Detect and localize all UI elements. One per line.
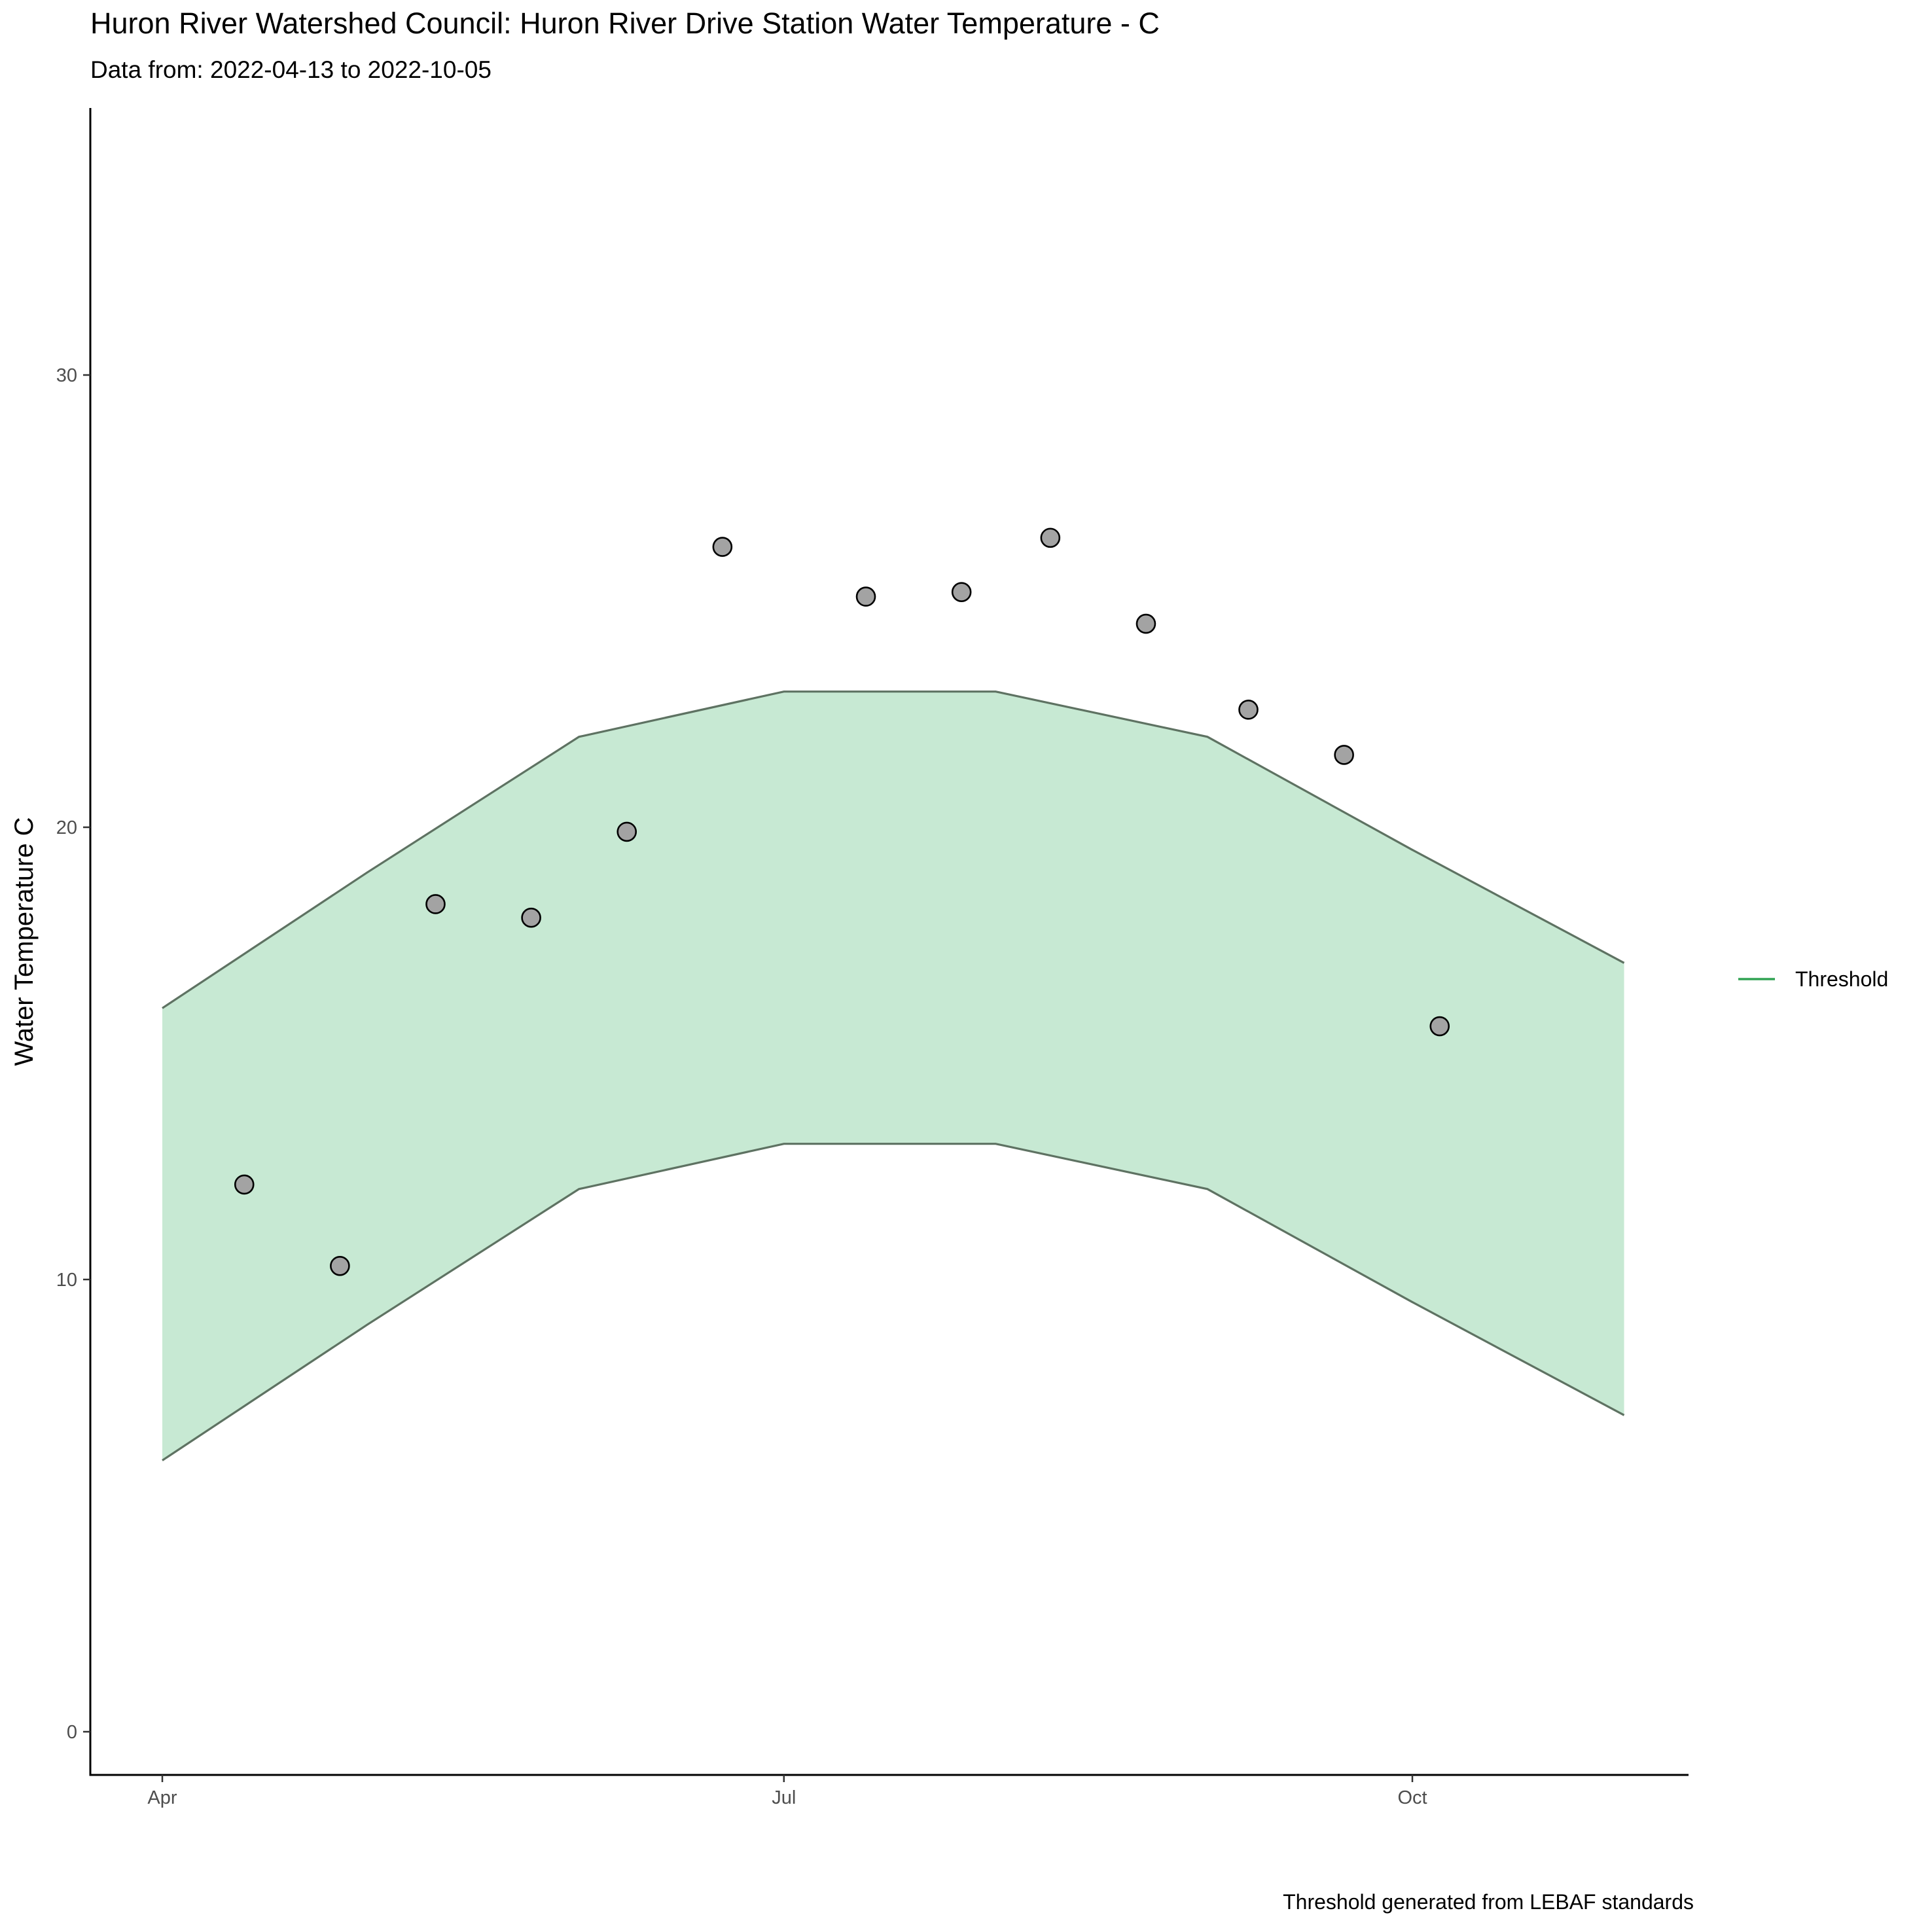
data-point [617, 821, 637, 842]
data-point [951, 582, 972, 602]
y-tick-label: 20 [56, 817, 77, 838]
y-axis-title: Water Temperature C [10, 817, 39, 1065]
data-point [330, 1255, 350, 1276]
axes: 0 10 20 30 Apr Jul Oct Water Temperature C [10, 108, 1689, 1808]
data-point [1040, 528, 1061, 548]
data-point [1429, 1016, 1450, 1037]
data-point [1334, 745, 1354, 765]
chart-title: Huron River Watershed Council: Huron Riv… [90, 7, 1160, 40]
legend: Threshold [1738, 967, 1888, 991]
threshold-band [162, 690, 1625, 1461]
x-tick-label: Jul [772, 1787, 796, 1808]
y-tick-label: 30 [56, 365, 77, 386]
x-tick-label: Oct [1397, 1787, 1427, 1808]
data-point [855, 586, 876, 607]
data-point [521, 907, 541, 928]
data-point [425, 894, 446, 914]
chart-caption: Threshold generated from LEBAF standards [1283, 1890, 1694, 1914]
y-tick-label: 10 [56, 1270, 77, 1291]
data-point [1238, 700, 1259, 720]
x-tick-label: Apr [147, 1787, 177, 1808]
y-tick-label: 0 [67, 1722, 77, 1743]
chart-subtitle: Data from: 2022-04-13 to 2022-10-05 [90, 56, 492, 83]
data-point [712, 537, 733, 557]
data-points [234, 528, 1450, 1276]
threshold-lower-line [162, 1143, 1625, 1461]
data-point [234, 1174, 255, 1195]
threshold-ribbon [162, 691, 1624, 1461]
data-point [1136, 613, 1156, 634]
legend-threshold-label: Threshold [1795, 967, 1888, 991]
threshold-upper-line [162, 690, 1625, 1009]
